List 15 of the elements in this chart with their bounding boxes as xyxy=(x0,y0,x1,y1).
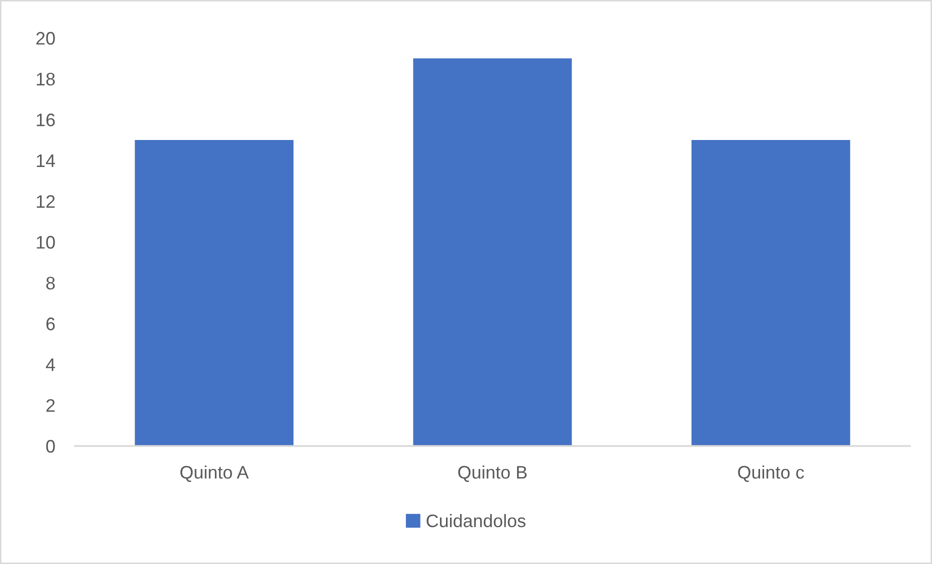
y-tick-label: 0 xyxy=(46,440,55,453)
legend-label: Cuidandolos xyxy=(426,514,526,528)
y-tick-label: 4 xyxy=(46,358,56,371)
x-tick-label: Quinto c xyxy=(738,465,804,482)
y-tick-label: 10 xyxy=(36,236,55,249)
x-tick-label: Quinto A xyxy=(180,465,249,482)
y-tick-label: 20 xyxy=(36,32,55,45)
y-tick-label: 16 xyxy=(36,114,55,126)
y-tick-label: 14 xyxy=(36,154,56,167)
y-tick-label: 6 xyxy=(46,318,55,330)
x-tick-label: Quinto B xyxy=(458,465,527,482)
y-tick-label: 2 xyxy=(46,399,55,412)
y-tick-label: 18 xyxy=(36,72,55,86)
y-tick-label: 12 xyxy=(36,195,55,208)
y-tick-label: 8 xyxy=(46,276,55,290)
